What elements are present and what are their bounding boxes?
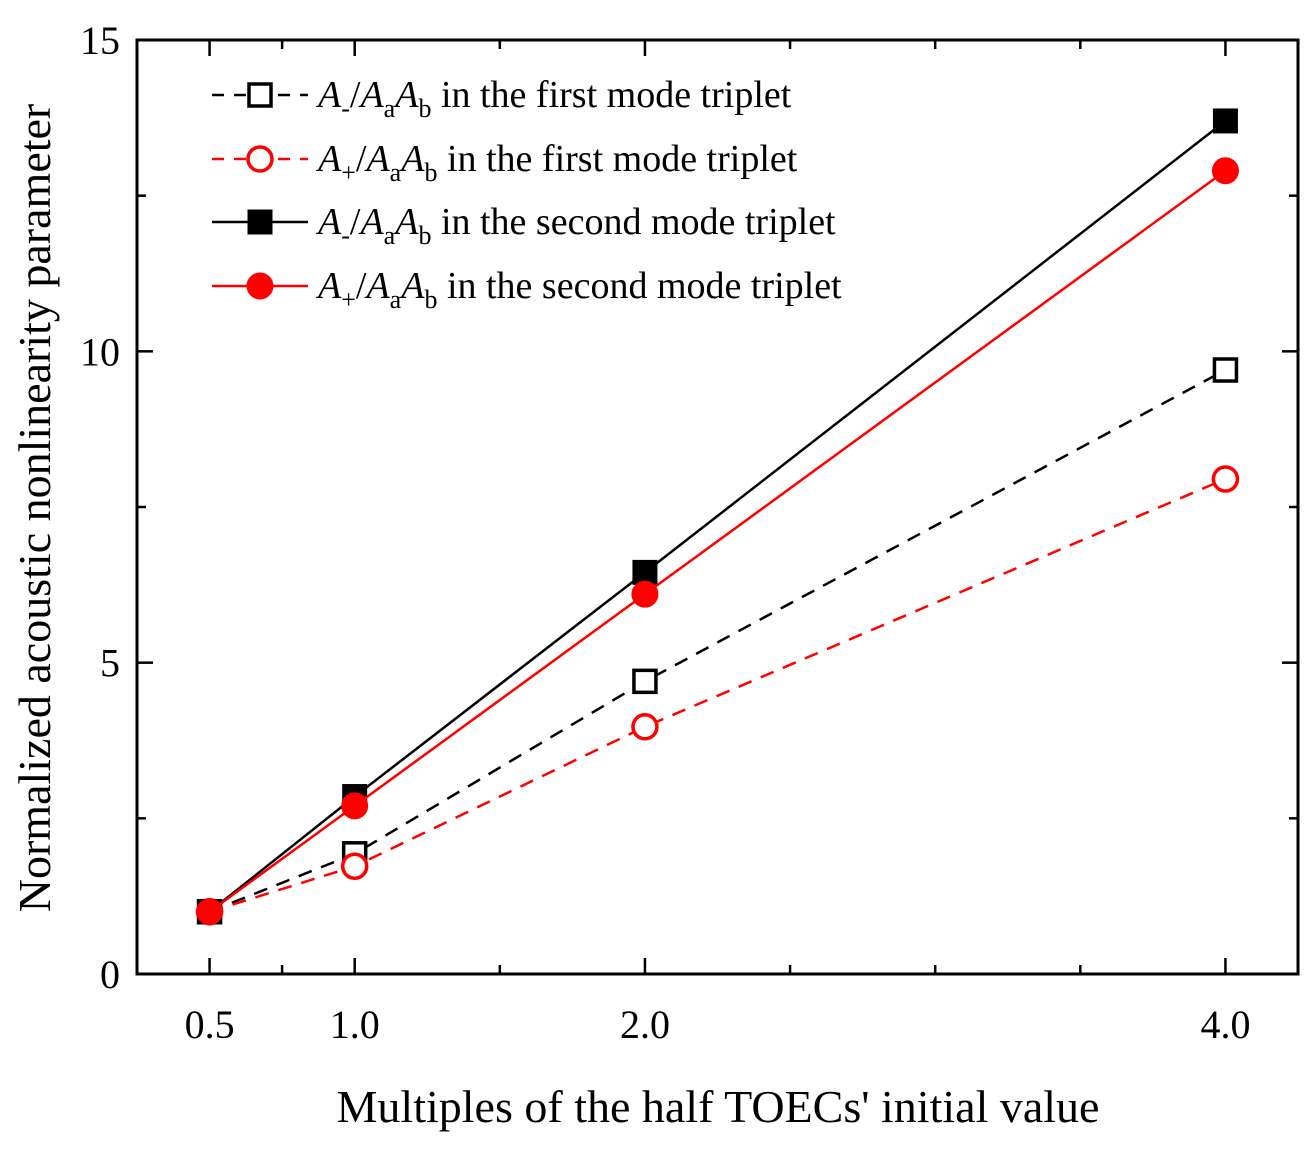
legend: A-/AaAb in the first mode triplet A+/AaAb… (212, 74, 842, 314)
x-tick-label: 2.0 (620, 1002, 670, 1047)
legend-label: A-/AaAb in the second mode triplet (315, 201, 836, 250)
legend-label: A+/AaAb in the first mode triplet (315, 138, 798, 187)
tick-labels: 0.5 1.0 2.0 4.0 0 5 10 15 (80, 18, 1250, 1047)
x-axis-label: Multiples of the half TOECs' initial val… (337, 1081, 1100, 1132)
y-axis-label: Normalized acoustic nonlinearity paramet… (9, 104, 60, 912)
data-point (631, 713, 659, 741)
series-line (209, 477, 1226, 913)
tick-marks (137, 38, 1298, 976)
data-point (632, 668, 658, 695)
y-tick-label: 5 (100, 641, 120, 686)
series-line (209, 368, 1227, 913)
series-lines (195, 108, 1240, 926)
data-point (247, 209, 273, 235)
data-point (1211, 157, 1239, 185)
plot-frame (135, 38, 1300, 976)
data-point (632, 559, 658, 585)
series-2 (195, 465, 1240, 926)
x-tick-label: 4.0 (1200, 1002, 1250, 1047)
data-point (247, 82, 273, 108)
series-line (208, 169, 1227, 913)
legend-entry-1: A-/AaAb in the first mode triplet (212, 74, 792, 123)
y-tick-label: 10 (80, 329, 120, 374)
data-point (196, 898, 224, 926)
data-point (341, 792, 369, 820)
legend-label: A-/AaAb in the first mode triplet (315, 74, 792, 123)
legend-label: A+/AaAb in the second mode triplet (315, 265, 842, 314)
data-point (340, 852, 369, 881)
y-tick-label: 0 (100, 952, 120, 997)
x-tick-label: 0.5 (185, 1002, 235, 1047)
data-point (1212, 357, 1239, 383)
series-line (208, 119, 1227, 913)
legend-entry-3: A-/AaAb in the second mode triplet (212, 201, 836, 250)
data-point (1212, 108, 1238, 134)
data-point (246, 272, 274, 300)
y-tick-label: 15 (80, 18, 120, 63)
x-tick-label: 1.0 (330, 1002, 380, 1047)
data-point (631, 580, 659, 608)
series-4 (196, 157, 1239, 926)
data-point (246, 145, 274, 173)
legend-entry-2: A+/AaAb in the first mode triplet (212, 138, 798, 187)
legend-entry-4: A+/AaAb in the second mode triplet (212, 265, 842, 314)
axes (135, 38, 1300, 976)
series-1 (196, 357, 1239, 925)
data-point (1211, 465, 1240, 493)
